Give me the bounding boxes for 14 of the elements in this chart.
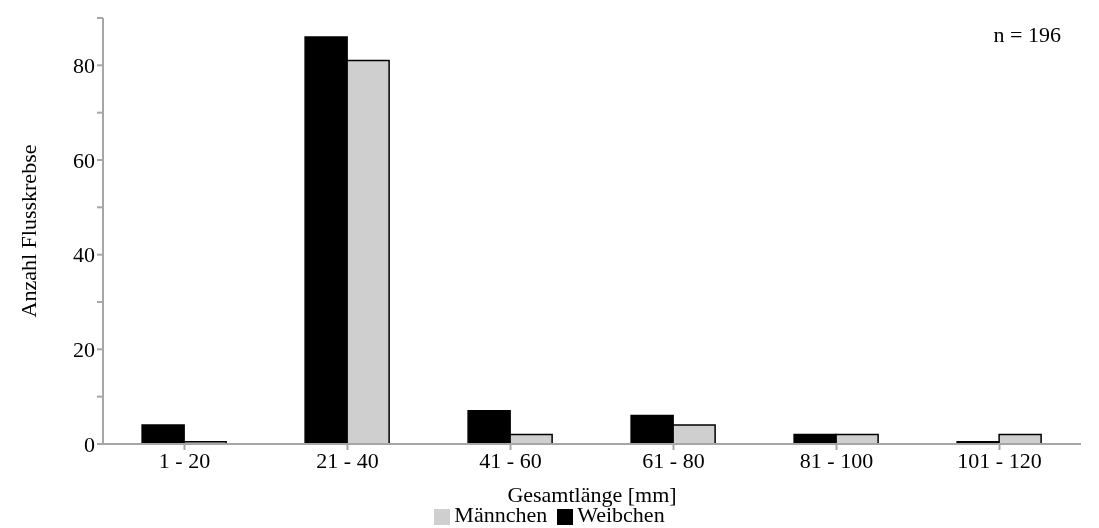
annotation: n = 196 bbox=[993, 22, 1061, 48]
x-tick-label: 21 - 40 bbox=[316, 447, 379, 473]
legend-label: Männchen bbox=[454, 502, 548, 527]
y-tick-label: 0 bbox=[84, 431, 95, 457]
y-tick-label: 20 bbox=[73, 337, 95, 363]
x-tick-label: 41 - 60 bbox=[479, 447, 542, 473]
y-axis-title: Anzahl Flusskrebse bbox=[15, 144, 41, 318]
y-tick-label: 60 bbox=[73, 147, 95, 173]
x-tick-label: 61 - 80 bbox=[642, 447, 705, 473]
y-tick-label: 40 bbox=[73, 242, 95, 268]
x-tick-label: 81 - 100 bbox=[799, 447, 874, 473]
x-tick-label: 1 - 20 bbox=[158, 447, 211, 473]
x-tick-label: 101 - 120 bbox=[957, 447, 1042, 473]
y-tick-label: 80 bbox=[73, 53, 95, 79]
